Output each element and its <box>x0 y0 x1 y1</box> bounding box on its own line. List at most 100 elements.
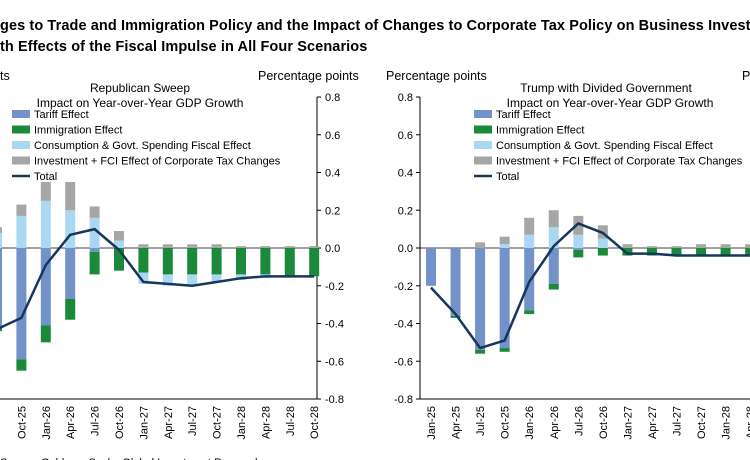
divided-chart-subtitle: Impact on Year-over-Year GDP Growth <box>507 96 714 110</box>
sweep-bar-tariff <box>0 248 2 328</box>
sweep-x-tick-label: Oct-28 <box>309 406 321 439</box>
divided-bar-investment <box>646 246 657 248</box>
chart-title-line-2: th Effects of the Fiscal Impulse in All … <box>0 39 368 55</box>
divided-bar-consumption <box>573 234 584 248</box>
divided-bar-immigration <box>745 248 750 256</box>
sweep-bar-investment <box>260 246 271 248</box>
divided-y-tick-label: -0.4 <box>394 319 413 331</box>
source-footer: Source: Goldman Sachs Global Investment … <box>0 457 261 460</box>
divided-bar-tariff <box>475 248 486 350</box>
sweep-bar-consumption <box>40 200 51 248</box>
sweep-bar-consumption <box>89 217 100 248</box>
chart-title-line-1: ges to Trade and Immigration Policy and … <box>0 18 750 34</box>
sweep-bar-investment <box>40 181 51 201</box>
sweep-bar-consumption <box>187 274 198 286</box>
sweep-bar-consumption <box>211 274 222 282</box>
sweep-bar-investment <box>89 206 100 218</box>
sweep-bar-investment <box>16 204 27 216</box>
sweep-bar-tariff <box>40 248 51 326</box>
divided-bar-investment <box>720 244 731 248</box>
sweep-chart-subtitle: Impact on Year-over-Year GDP Growth <box>37 96 244 110</box>
divided-x-tick-label: Jul-25 <box>475 406 487 436</box>
divided-bar-immigration <box>573 249 584 258</box>
sweep-x-tick-label: Jan-28 <box>236 406 248 440</box>
divided-bar-investment <box>548 210 559 228</box>
divided-x-tick-label: Apr-27 <box>647 406 659 439</box>
sweep-y-tick-label: 0.4 <box>325 168 340 180</box>
sweep-bar-investment <box>236 246 246 248</box>
sweep-bar-immigration <box>236 248 246 275</box>
sweep-bar-investment <box>114 231 124 241</box>
divided-bar-investment <box>622 244 633 248</box>
divided-bar-tariff <box>548 248 559 284</box>
divided-bar-consumption <box>499 244 510 248</box>
divided-bar-consumption <box>524 234 535 248</box>
divided-bar-consumption <box>597 238 608 248</box>
divided-legend-label: Consumption & Govt. Spending Fiscal Effe… <box>496 140 713 152</box>
divided-panel: Percentage points P Trump with Divided Gov… <box>386 69 750 440</box>
sweep-bar-consumption <box>0 232 2 248</box>
sweep-bar-consumption <box>16 215 27 248</box>
sweep-bar-investment <box>211 244 222 248</box>
divided-legend-swatch-consumption <box>474 141 492 149</box>
divided-bar-immigration <box>597 248 608 256</box>
sweep-bar-investment <box>0 227 2 233</box>
sweep-y-tick-label: -0.6 <box>325 356 344 368</box>
sweep-bar-immigration <box>114 248 124 271</box>
divided-legend-label: Total <box>496 171 519 183</box>
sweep-bar-immigration <box>309 248 320 277</box>
sweep-bar-investment <box>138 244 149 248</box>
sweep-bar-tariff <box>65 248 76 299</box>
sweep-bar-immigration <box>138 248 149 273</box>
sweep-legend-label: Total <box>34 171 57 183</box>
divided-bar-investment <box>475 242 486 248</box>
divided-x-tick-label: Apr-26 <box>549 406 561 439</box>
divided-right-unit-label: P <box>742 69 750 83</box>
divided-bar-tariff <box>499 248 510 349</box>
sweep-y-tick-label: 0.2 <box>325 205 340 217</box>
sweep-panel: ts Percentage points Republican SweepImpac… <box>0 69 359 440</box>
divided-bar-investment <box>573 215 584 235</box>
divided-y-tick-label: -0.2 <box>394 281 413 293</box>
sweep-total-line <box>0 227 315 330</box>
sweep-bar-immigration <box>65 298 76 320</box>
sweep-y-tick-label: 0.0 <box>325 243 340 255</box>
divided-y-tick-label: 0.8 <box>398 92 413 104</box>
sweep-x-tick-label: Apr-26 <box>65 406 77 439</box>
sweep-bar-immigration <box>0 327 2 332</box>
sweep-right-unit-label: Percentage points <box>258 69 359 83</box>
divided-x-tick-label: Jan-25 <box>426 406 438 440</box>
sweep-chart-title: Republican Sweep <box>90 81 190 95</box>
divided-legend-swatch-immigration <box>474 125 492 134</box>
sweep-y-tick-label: 0.8 <box>325 92 340 104</box>
divided-bar-tariff <box>450 248 461 316</box>
sweep-y-tick-label: 0.6 <box>325 130 340 142</box>
sweep-legend-label: Consumption & Govt. Spending Fiscal Effe… <box>34 140 251 152</box>
divided-bar-tariff <box>426 248 436 286</box>
sweep-bar-consumption <box>162 274 173 286</box>
divided-legend-swatch-tariff <box>474 110 492 118</box>
sweep-bar-investment <box>162 244 173 248</box>
sweep-bar-investment <box>187 244 198 248</box>
sweep-bar-immigration <box>211 248 222 275</box>
sweep-left-unit-label: ts <box>0 69 10 83</box>
sweep-legend-swatch-consumption <box>12 141 30 149</box>
sweep-bar-consumption <box>114 240 124 248</box>
divided-y-tick-label: 0.0 <box>398 243 413 255</box>
sweep-bar-immigration <box>162 248 173 275</box>
divided-x-tick-label: Oct-26 <box>598 406 610 439</box>
divided-bar-investment <box>671 246 682 248</box>
divided-left-unit-label: Percentage points <box>386 69 487 83</box>
divided-bar-immigration <box>696 248 707 256</box>
sweep-bar-investment <box>65 181 76 211</box>
sweep-x-tick-label: Jan-27 <box>138 406 150 440</box>
divided-x-tick-label: Oct-25 <box>500 406 512 439</box>
sweep-y-tick-label: -0.2 <box>325 281 344 293</box>
sweep-bar-immigration <box>187 248 198 275</box>
sweep-bar-immigration <box>260 248 271 275</box>
divided-bar-immigration <box>450 315 461 318</box>
sweep-x-tick-label: Jul-28 <box>285 406 297 436</box>
divided-bar-investment <box>745 244 750 248</box>
sweep-bar-consumption <box>138 272 149 284</box>
